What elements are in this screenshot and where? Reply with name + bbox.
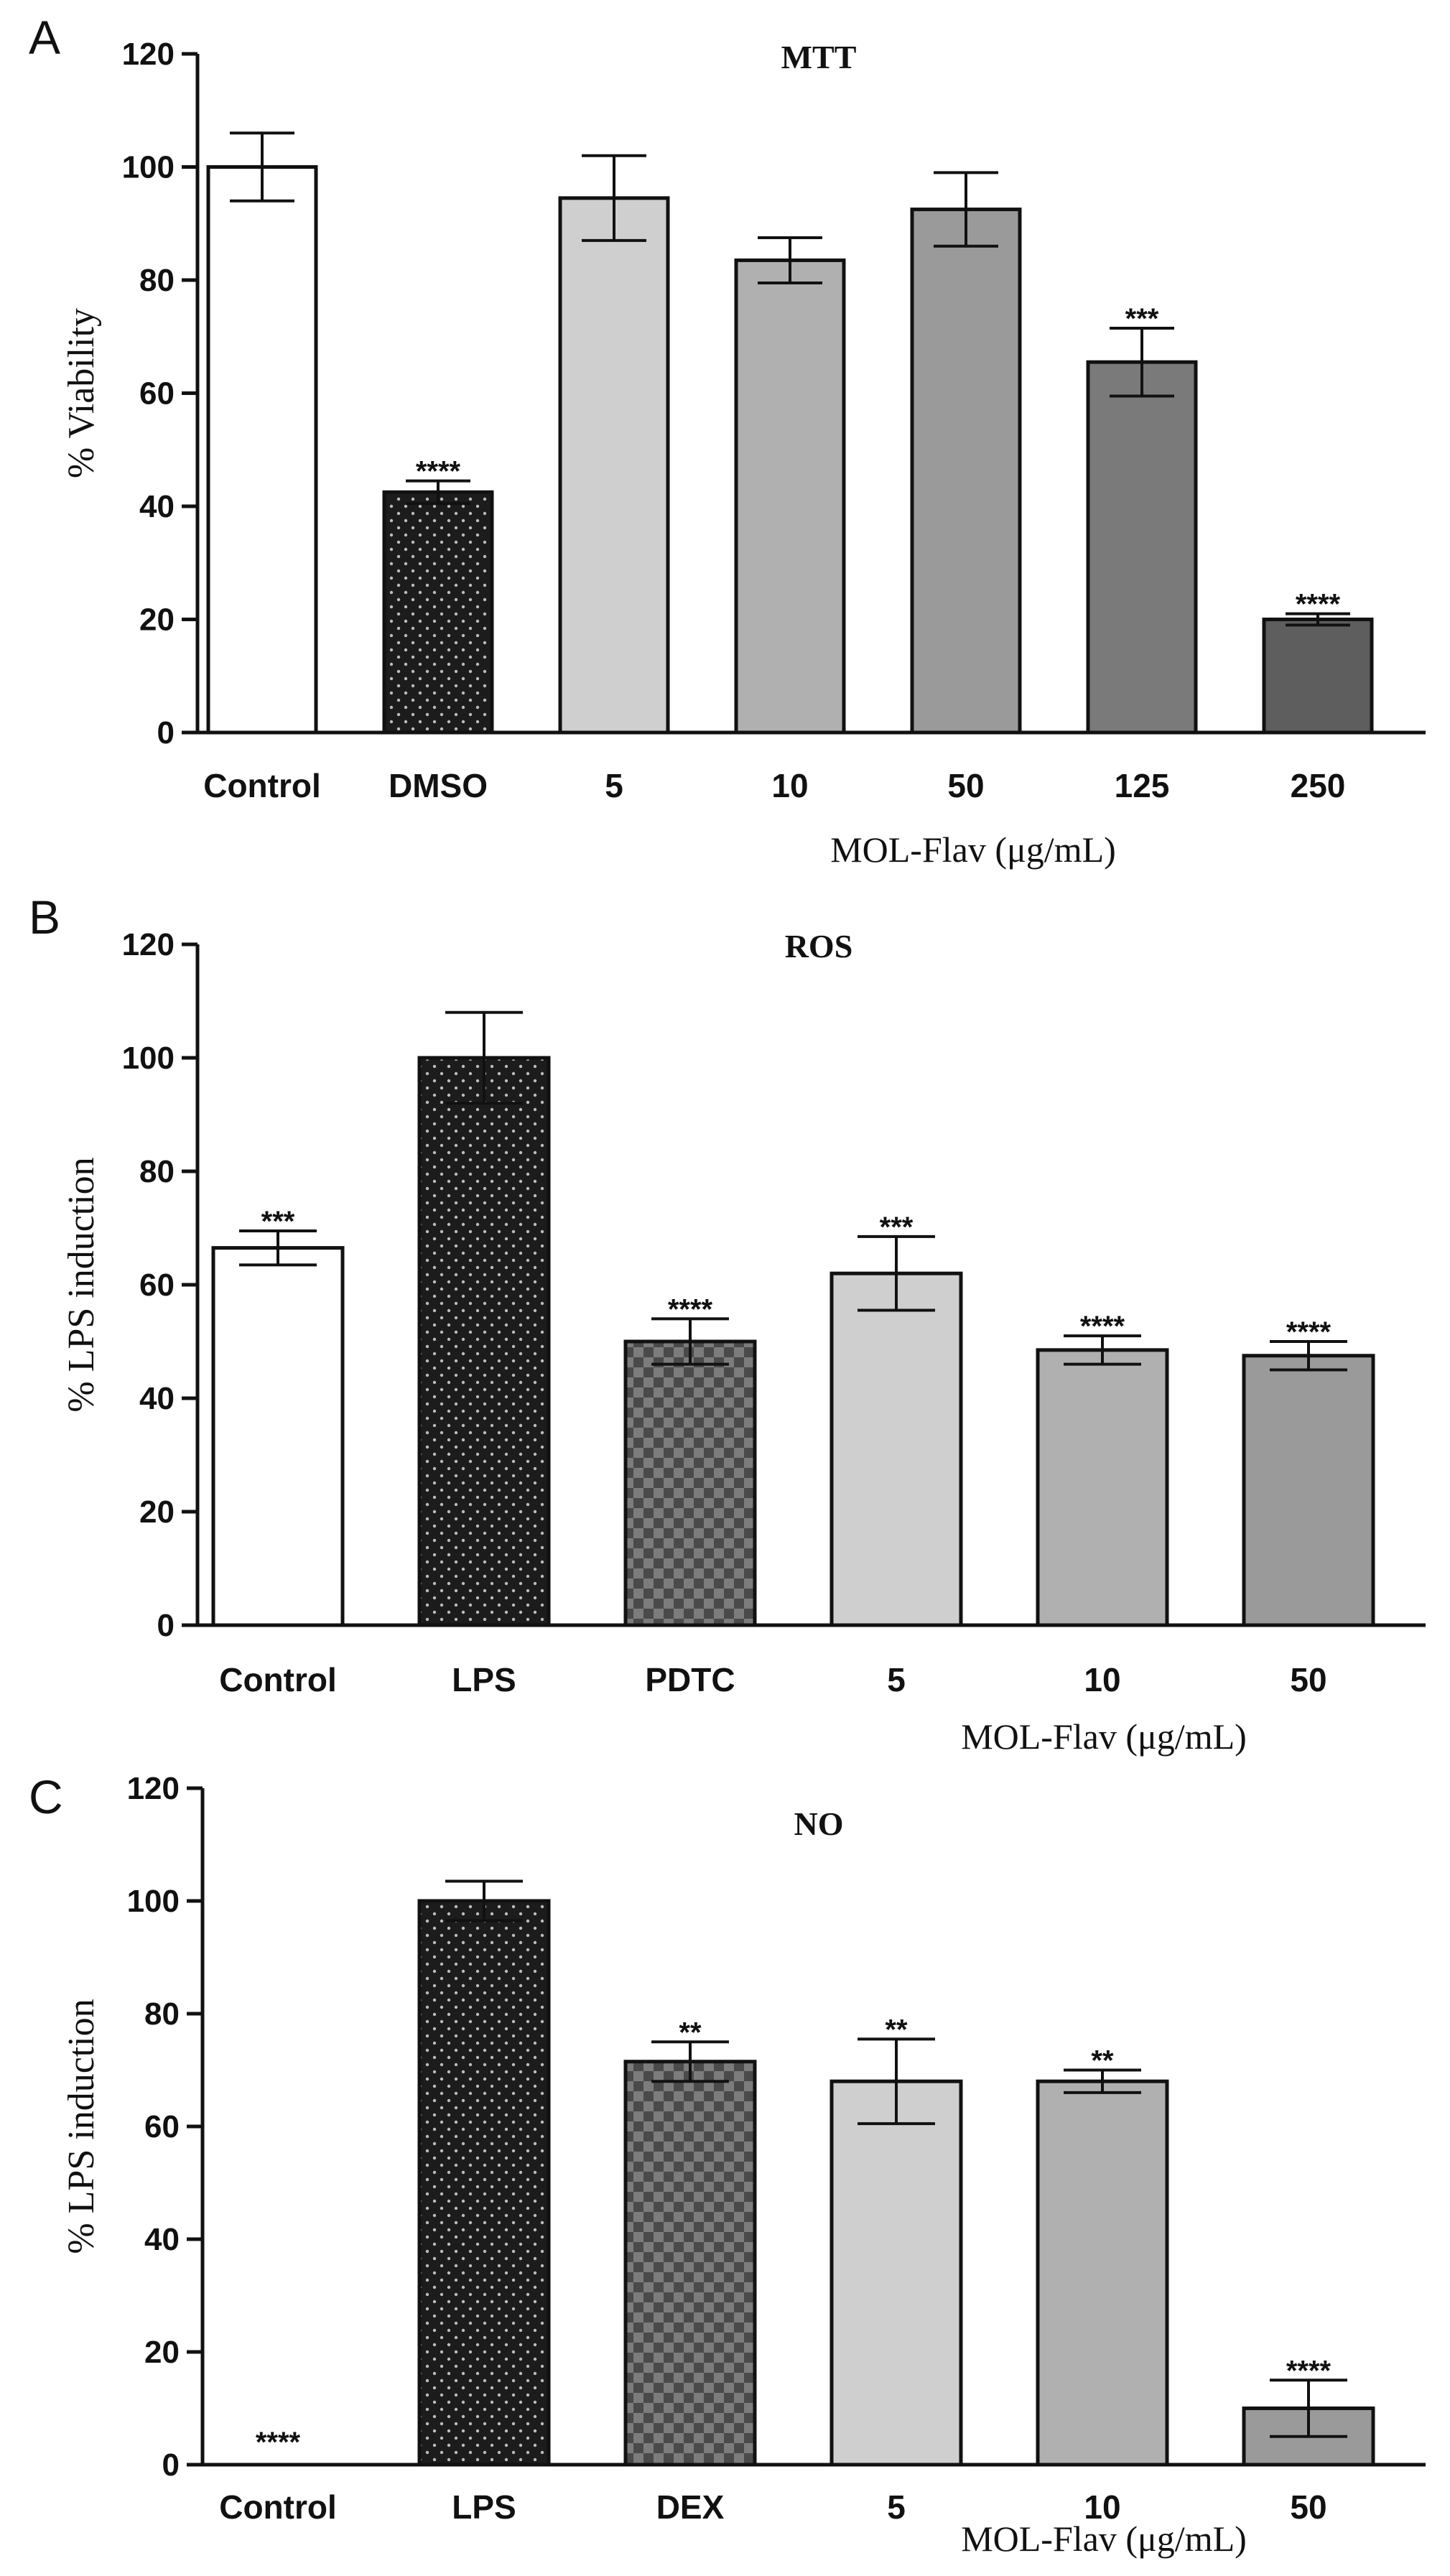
significance-label: *** bbox=[1125, 303, 1159, 335]
x-tick-label: PDTC bbox=[645, 1661, 735, 1698]
chart-title: MTT bbox=[781, 39, 857, 75]
x-tick-label: LPS bbox=[452, 2488, 516, 2526]
y-tick-label: 0 bbox=[157, 715, 175, 750]
bar bbox=[1086, 360, 1198, 735]
significance-label: ** bbox=[679, 2017, 702, 2048]
x-tick-label: 10 bbox=[1084, 1661, 1120, 1698]
x-tick-label: 10 bbox=[771, 767, 808, 804]
x-tick-label: LPS bbox=[452, 1661, 516, 1698]
bar bbox=[623, 1339, 757, 1627]
x-tick-label: DEX bbox=[656, 2488, 725, 2526]
bar bbox=[417, 1899, 551, 2467]
y-tick-label: 60 bbox=[144, 2109, 180, 2144]
y-axis-label: % LPS induction bbox=[61, 1157, 102, 1412]
y-tick-label: 20 bbox=[139, 603, 175, 638]
x-tick-label: Control bbox=[219, 2488, 337, 2526]
significance-label: **** bbox=[668, 1293, 713, 1325]
y-tick-label: 80 bbox=[139, 263, 175, 298]
x-tick-label: 125 bbox=[1115, 767, 1170, 804]
x-tick-label: 5 bbox=[887, 1661, 906, 1698]
bar bbox=[734, 258, 846, 735]
panel-letter: A bbox=[29, 11, 60, 64]
bar bbox=[829, 2079, 963, 2467]
significance-label: **** bbox=[416, 456, 461, 488]
chart-panel-B: B ROS 0 20 40 60 80 100 120 % LPS induction *** Con… bbox=[29, 891, 1426, 1757]
x-tick-label: 5 bbox=[605, 767, 623, 804]
y-tick-label: 100 bbox=[127, 1884, 180, 1919]
significance-label: **** bbox=[1296, 589, 1341, 620]
significance-label: **** bbox=[1286, 1316, 1332, 1348]
bar bbox=[1262, 618, 1374, 735]
x-tick-label: 50 bbox=[1290, 2488, 1326, 2526]
chart-panel-A: A MTT 0 20 40 60 80 100 120 % Viability Control ***… bbox=[29, 11, 1426, 870]
y-tick-label: 40 bbox=[139, 489, 175, 524]
x-tick-label: Control bbox=[219, 1661, 337, 1698]
panel-letter: C bbox=[29, 1770, 63, 1823]
y-tick-label: 40 bbox=[139, 1381, 175, 1416]
y-tick-label: 120 bbox=[122, 37, 175, 72]
y-tick-label: 0 bbox=[162, 2447, 180, 2483]
bar bbox=[829, 1271, 963, 1627]
y-tick-label: 100 bbox=[122, 150, 175, 185]
bar bbox=[1242, 1354, 1375, 1627]
significance-label: ** bbox=[1091, 2045, 1114, 2077]
bar bbox=[1036, 1348, 1169, 1627]
x-tick-label: Control bbox=[203, 767, 321, 804]
significance-label: ** bbox=[885, 2014, 908, 2045]
x-tick-label: DMSO bbox=[389, 767, 488, 804]
panel-letter: B bbox=[29, 891, 60, 944]
y-tick-label: 0 bbox=[157, 1608, 175, 1643]
y-tick-label: 20 bbox=[139, 1494, 175, 1530]
significance-label: *** bbox=[261, 1206, 295, 1237]
bar bbox=[206, 165, 318, 735]
y-tick-label: 120 bbox=[122, 927, 175, 962]
y-tick-label: 120 bbox=[127, 1771, 180, 1806]
y-tick-label: 80 bbox=[144, 1996, 180, 2032]
significance-label: **** bbox=[1080, 1311, 1125, 1342]
y-axis-label: % Viability bbox=[61, 308, 102, 478]
significance-label: **** bbox=[256, 2427, 301, 2458]
bar bbox=[558, 196, 670, 735]
x-tick-label: 250 bbox=[1291, 767, 1346, 804]
y-axis-label: % LPS induction bbox=[61, 1999, 102, 2254]
y-tick-label: 80 bbox=[139, 1154, 175, 1189]
chart-title: ROS bbox=[785, 928, 853, 964]
x-tick-label: 10 bbox=[1084, 2488, 1120, 2526]
y-tick-label: 60 bbox=[139, 1268, 175, 1303]
chart-title: NO bbox=[794, 1805, 844, 1842]
y-tick-label: 60 bbox=[139, 376, 175, 411]
y-tick-label: 20 bbox=[144, 2335, 180, 2370]
significance-label: **** bbox=[1286, 2355, 1332, 2386]
bar bbox=[910, 208, 1022, 735]
y-tick-label: 40 bbox=[144, 2222, 180, 2257]
bar bbox=[623, 2060, 757, 2467]
x-tick-label: 50 bbox=[1290, 1661, 1326, 1698]
x-axis-label: MOL-Flav (μg/mL) bbox=[961, 1716, 1247, 1757]
x-axis-label: MOL-Flav (μg/mL) bbox=[830, 829, 1116, 870]
significance-label: *** bbox=[880, 1212, 914, 1243]
y-tick-label: 100 bbox=[122, 1041, 175, 1076]
x-tick-label: 5 bbox=[887, 2488, 906, 2526]
bar bbox=[382, 490, 494, 735]
x-tick-label: 50 bbox=[947, 767, 984, 804]
bar bbox=[417, 1056, 551, 1627]
bar bbox=[1036, 2079, 1169, 2467]
x-axis-label: MOL-Flav (μg/mL) bbox=[961, 2519, 1247, 2559]
bar bbox=[211, 1246, 345, 1627]
